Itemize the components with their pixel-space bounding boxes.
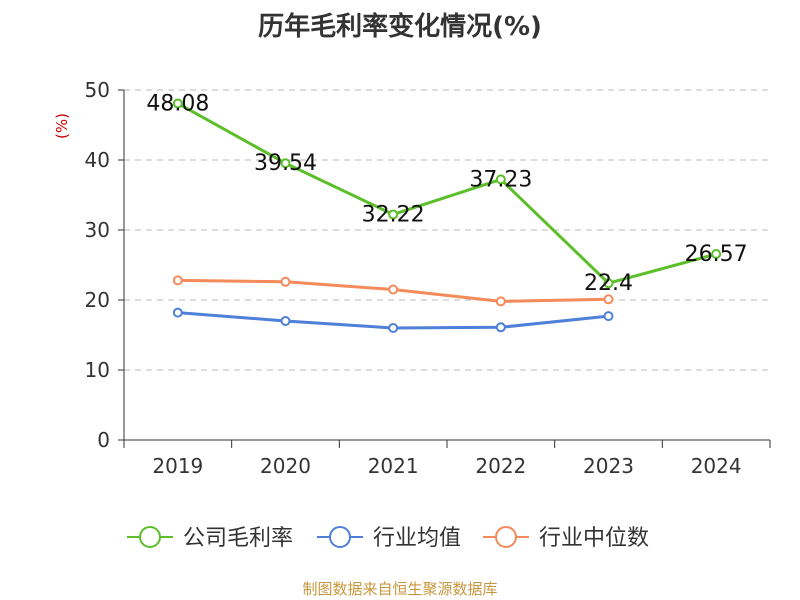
y-tick-label: 50: [85, 78, 110, 102]
data-label: 26.57: [685, 242, 748, 267]
x-tick-label: 2022: [475, 454, 526, 478]
data-point: [388, 323, 399, 333]
data-label: 32.22: [362, 202, 425, 227]
legend-marker: [495, 526, 517, 548]
y-tick-label: 0: [97, 428, 110, 452]
axes: 0 10 20 30 40 50 2019 2020 2021 2022 2023 2024: [85, 78, 771, 478]
y-tick-label: 40: [85, 148, 110, 172]
data-point: [172, 307, 183, 318]
data-point: [603, 311, 614, 322]
data-point: [280, 276, 291, 287]
legend-label: 公司毛利率: [183, 526, 293, 551]
legend: 公司毛利率 行业均值 行业中位数: [127, 526, 649, 551]
data-label: 39.54: [254, 151, 317, 176]
x-tick-label: 2023: [583, 454, 634, 478]
data-point: [495, 296, 506, 307]
series-lines: [172, 98, 722, 333]
legend-label: 行业中位数: [539, 526, 649, 551]
data-point: [495, 174, 506, 185]
data-point: [280, 158, 291, 169]
data-point: [172, 98, 183, 109]
data-point: [603, 278, 614, 289]
data-point: [711, 249, 722, 260]
data-label: 48.08: [146, 91, 209, 116]
data-point: [172, 275, 183, 286]
x-tick-label: 2024: [691, 454, 742, 478]
legend-marker: [329, 526, 351, 548]
data-label: 37.23: [469, 167, 532, 192]
y-tick-label: 20: [85, 288, 110, 312]
data-point: [388, 284, 399, 295]
data-point: [495, 322, 506, 333]
legend-item: 行业中位数: [483, 526, 649, 551]
data-point: [388, 209, 399, 220]
y-tick-label: 30: [85, 218, 110, 242]
x-tick-label: 2019: [152, 454, 203, 478]
y-tick-label: 10: [85, 358, 110, 382]
series-line: [177, 102, 717, 285]
legend-label: 行业均值: [373, 526, 461, 551]
legend-marker: [139, 526, 161, 548]
legend-item: 行业均值: [317, 526, 461, 551]
x-tick-label: 2021: [368, 454, 419, 478]
data-labels: 48.08 39.54 32.22 37.23 22.4 26.57: [146, 91, 747, 296]
chart-title: 历年毛利率变化情况(%): [258, 12, 542, 42]
data-label: 22.4: [584, 271, 633, 296]
data-source-note: 制图数据来自恒生聚源数据库: [302, 580, 498, 598]
data-point: [603, 294, 614, 305]
data-point: [280, 316, 291, 326]
x-tick-label: 2020: [260, 454, 311, 478]
grid-lines: [124, 89, 770, 371]
legend-item: 公司毛利率: [127, 526, 293, 551]
y-axis-label: (%): [53, 113, 71, 139]
